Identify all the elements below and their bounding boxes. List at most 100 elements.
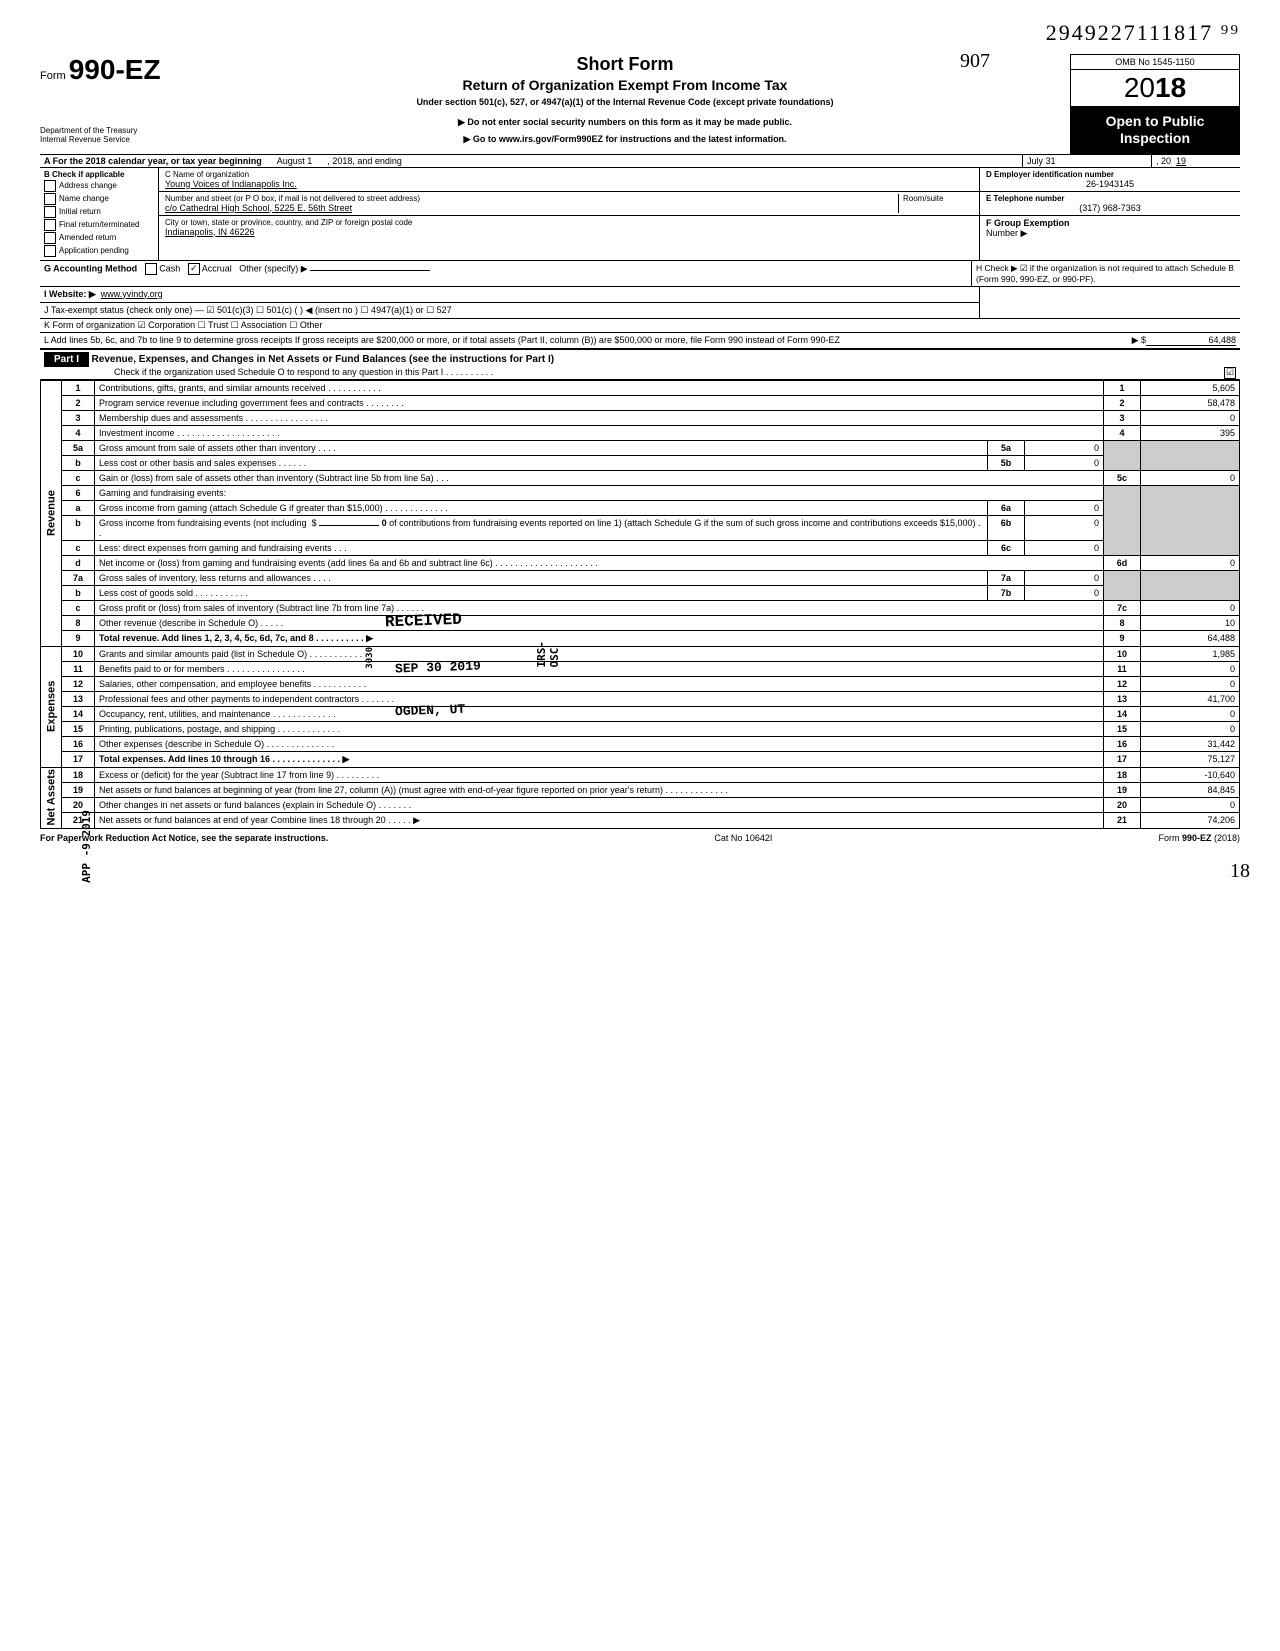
side-label-expenses: Expenses [41, 646, 62, 767]
ein-value: 26-1943145 [986, 179, 1234, 189]
row-l-text: L Add lines 5b, 6c, and 7b to line 9 to … [44, 335, 1116, 346]
footer-right: Form 990-EZ (2018) [1158, 833, 1240, 843]
col-b-header: B Check if applicable [44, 170, 124, 179]
l2-val: 58,478 [1141, 395, 1240, 410]
addr-label: Number and street (or P O box, if mail i… [165, 194, 898, 203]
l6b-num: b [62, 515, 95, 540]
stamp-app-date: APP -9 2019 [80, 810, 93, 883]
lbl-name-change: Name change [59, 194, 109, 203]
l3-text: Membership dues and assessments . . . . … [95, 410, 1104, 425]
chk-name-change[interactable] [44, 193, 56, 205]
l4-rn: 4 [1104, 425, 1141, 440]
year-box: OMB No 1545-1150 2018 Open to PublicInsp… [1070, 54, 1240, 154]
l9-val: 64,488 [1141, 630, 1240, 646]
l20-text: Other changes in net assets or fund bala… [95, 797, 1104, 812]
org-city: Indianapolis, IN 46226 [165, 227, 255, 237]
l21-val: 74,206 [1141, 812, 1240, 828]
l12-rn: 12 [1104, 676, 1141, 691]
l2-rn: 2 [1104, 395, 1141, 410]
part1-scho-check[interactable]: ☑ [1224, 367, 1236, 379]
l16-text: Other expenses (describe in Schedule O) … [95, 736, 1104, 751]
l6b-blank[interactable] [319, 525, 379, 526]
l6b-text: Gross income from fundraising events (no… [95, 515, 988, 540]
l6-num: 6 [62, 485, 95, 500]
l5c-val: 0 [1141, 470, 1240, 485]
mid-text: , 2018, and ending [327, 156, 402, 166]
row-l: L Add lines 5b, 6c, and 7b to line 9 to … [40, 333, 1240, 349]
l6a-iv: 0 [1025, 500, 1104, 515]
l7b-iv: 0 [1025, 585, 1104, 600]
lbl-amended: Amended return [59, 233, 116, 242]
begin-date: August 1 [277, 156, 313, 166]
form-word: Form [40, 70, 66, 82]
chk-initial-return[interactable] [44, 206, 56, 218]
l5c-num: c [62, 470, 95, 485]
col-c-header: C Name of organization [165, 170, 973, 179]
l18-val: -10,640 [1141, 767, 1240, 782]
l8-text: Other revenue (describe in Schedule O) .… [95, 615, 1104, 630]
lbl-initial-return: Initial return [59, 207, 101, 216]
l5b-iv: 0 [1025, 455, 1104, 470]
l12-val: 0 [1141, 676, 1240, 691]
lbl-final-return: Final return/terminated [59, 220, 139, 229]
l19-rn: 19 [1104, 782, 1141, 797]
row-h: H Check ▶ ☑ if the organization is not r… [971, 261, 1240, 286]
l5c-text: Gain or (loss) from sale of assets other… [95, 470, 1104, 485]
l5a-in: 5a [988, 440, 1025, 455]
row-k: K Form of organization ☑ Corporation ☐ T… [40, 319, 1240, 333]
l10-text: Grants and similar amounts paid (list in… [95, 646, 1104, 661]
l11-val: 0 [1141, 661, 1240, 676]
l10-text-span: Grants and similar amounts paid (list in… [99, 649, 362, 659]
l14-text: Occupancy, rent, utilities, and maintena… [95, 706, 1104, 721]
l7b-text: Less cost of goods sold . . . . . . . . … [95, 585, 988, 600]
form-number: 990-EZ [69, 54, 161, 85]
dept-treasury: Department of the TreasuryInternal Reven… [40, 126, 180, 144]
l1-text: Contributions, gifts, grants, and simila… [95, 380, 1104, 395]
part1-header-row: Part I Revenue, Expenses, and Changes in… [40, 349, 1240, 380]
chk-amended[interactable] [44, 232, 56, 244]
l5a-num: 5a [62, 440, 95, 455]
footer-row: For Paperwork Reduction Act Notice, see … [40, 829, 1240, 843]
l6c-text: Less: direct expenses from gaming and fu… [95, 540, 988, 555]
lbl-cash: Cash [159, 263, 180, 273]
l21-text: Net assets or fund balances at end of ye… [95, 812, 1104, 828]
f-label2: Number ▶ [986, 228, 1027, 238]
chk-address-change[interactable] [44, 180, 56, 192]
l11-rn: 11 [1104, 661, 1141, 676]
org-street: c/o Cathedral High School, 5225 E. 56th … [165, 203, 352, 213]
chk-accrual[interactable]: ✓ [188, 263, 200, 275]
year-bold: 18 [1155, 72, 1186, 103]
l6c-in: 6c [988, 540, 1025, 555]
l15-num: 15 [62, 721, 95, 736]
l7c-num: c [62, 600, 95, 615]
l19-num: 19 [62, 782, 95, 797]
notice-url: ▶ Go to www.irs.gov/Form990EZ for instru… [192, 134, 1058, 145]
l6c-num: c [62, 540, 95, 555]
year-prefix: 20 [1124, 72, 1155, 103]
l13-val: 41,700 [1141, 691, 1240, 706]
footer-mid: Cat No 10642I [714, 833, 772, 843]
l7a-num: 7a [62, 570, 95, 585]
l7a-iv: 0 [1025, 570, 1104, 585]
handwritten-907: 907 [960, 50, 990, 73]
l4-text: Investment income . . . . . . . . . . . … [95, 425, 1104, 440]
side-label-revenue: Revenue [41, 380, 62, 646]
chk-app-pending[interactable] [44, 245, 56, 257]
room-suite-label: Room/suite [898, 194, 973, 213]
lbl-other-method: Other (specify) ▶ [239, 263, 307, 273]
l13-num: 13 [62, 691, 95, 706]
chk-final-return[interactable] [44, 219, 56, 231]
chk-cash[interactable] [145, 263, 157, 275]
header-info-block: B Check if applicable Address change Nam… [40, 168, 1240, 261]
l5a-iv: 0 [1025, 440, 1104, 455]
l10-val: 1,985 [1141, 646, 1240, 661]
l14-val: 0 [1141, 706, 1240, 721]
l9-rn: 9 [1104, 630, 1141, 646]
phone-value: (317) 968-7363 [986, 203, 1234, 213]
l6a-in: 6a [988, 500, 1025, 515]
other-method-input[interactable] [310, 270, 430, 271]
l6c-iv: 0 [1025, 540, 1104, 555]
l10-num: 10 [62, 646, 95, 661]
open-line2: Inspection [1120, 130, 1190, 146]
l6a-text: Gross income from gaming (attach Schedul… [95, 500, 988, 515]
